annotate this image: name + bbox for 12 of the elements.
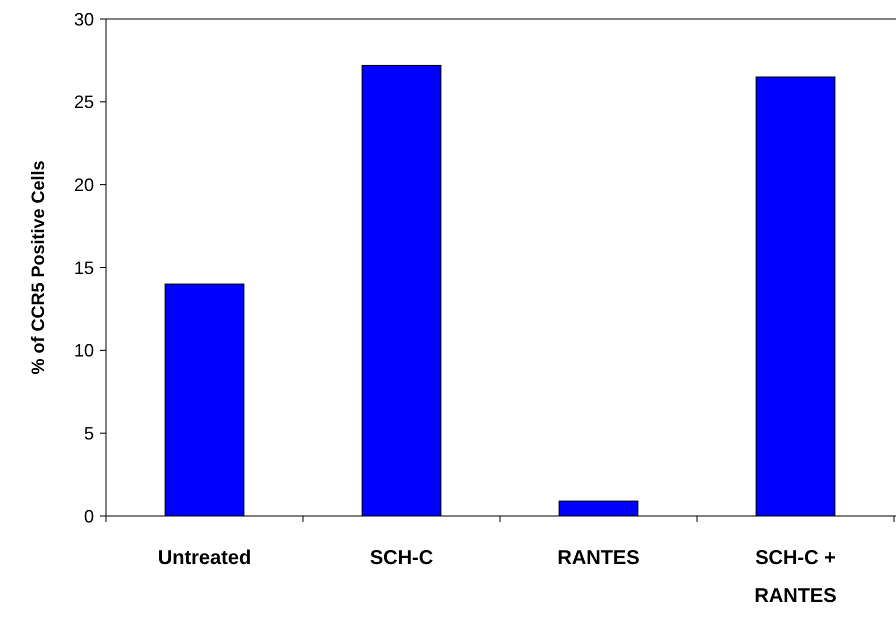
y-tick-label: 10 (74, 340, 94, 361)
y-tick-label: 15 (74, 258, 94, 278)
x-tick-label: SCH-C (370, 547, 434, 569)
y-tick-label: 25 (74, 92, 94, 112)
x-tick-label: SCH-C + RANTES (754, 547, 837, 607)
y-tick-label: 30 (74, 9, 94, 30)
y-tick-label: 20 (74, 174, 94, 195)
x-tick-label: Untreated (158, 547, 252, 569)
y-tick-label: 5 (84, 423, 94, 444)
y-tick-label: 0 (84, 506, 94, 526)
y-axis-title: % of CCR5 Positive Cells (28, 160, 48, 375)
x-tick-label: RANTES (557, 547, 640, 569)
